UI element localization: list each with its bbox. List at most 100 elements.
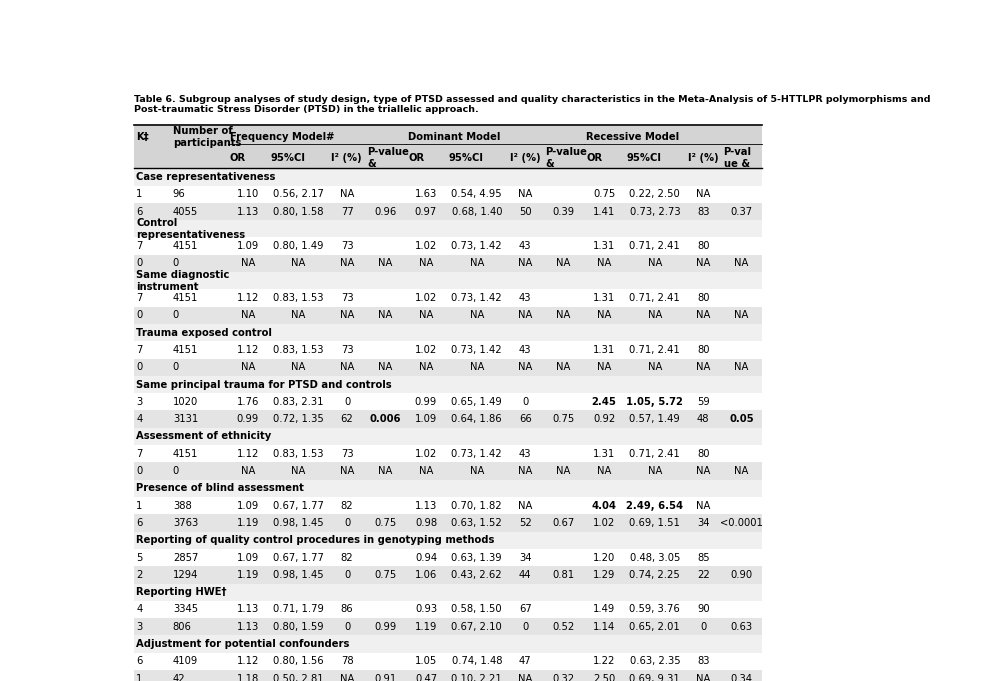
Bar <box>685 147 722 168</box>
Text: 3: 3 <box>136 397 142 407</box>
Text: P-value
&: P-value & <box>367 147 409 169</box>
Bar <box>228 147 268 168</box>
Text: 7: 7 <box>136 345 142 355</box>
Text: 50: 50 <box>519 206 531 217</box>
Text: 0.73, 1.42: 0.73, 1.42 <box>452 345 502 355</box>
Text: 0.65, 2.01: 0.65, 2.01 <box>630 622 680 632</box>
Text: 1.09: 1.09 <box>237 501 259 511</box>
Text: 0.71, 2.41: 0.71, 2.41 <box>630 345 680 355</box>
Text: 52: 52 <box>519 518 531 528</box>
Bar <box>134 445 762 462</box>
Text: 1.31: 1.31 <box>593 345 615 355</box>
Text: 1.41: 1.41 <box>593 206 615 217</box>
Text: Reporting of quality control procedures in genotyping methods: Reporting of quality control procedures … <box>136 535 495 545</box>
Bar <box>134 393 762 411</box>
Bar <box>268 147 329 168</box>
Text: NA: NA <box>378 466 392 476</box>
Text: NA: NA <box>597 311 611 320</box>
Text: 0: 0 <box>344 518 350 528</box>
Text: Control
representativeness: Control representativeness <box>136 218 245 240</box>
Text: NA: NA <box>597 466 611 476</box>
Text: 90: 90 <box>697 605 710 614</box>
Text: 0.50, 2.81: 0.50, 2.81 <box>273 674 324 681</box>
Text: 0.69, 1.51: 0.69, 1.51 <box>629 518 680 528</box>
Text: 83: 83 <box>698 656 710 667</box>
Text: 1.02: 1.02 <box>593 518 615 528</box>
Text: I² (%): I² (%) <box>332 153 362 163</box>
Bar <box>170 147 228 168</box>
Text: 0.81: 0.81 <box>552 570 575 580</box>
Bar <box>134 618 762 635</box>
Text: 44: 44 <box>519 570 531 580</box>
Text: 0.91: 0.91 <box>374 674 396 681</box>
Text: NA: NA <box>556 258 571 268</box>
Text: 1.05: 1.05 <box>415 656 437 667</box>
Text: NA: NA <box>518 466 532 476</box>
Text: 0.48, 3.05: 0.48, 3.05 <box>630 552 680 563</box>
Text: 1: 1 <box>136 501 142 511</box>
Text: 0.80, 1.59: 0.80, 1.59 <box>273 622 324 632</box>
Bar <box>134 220 762 238</box>
Text: 43: 43 <box>519 449 531 459</box>
Text: 0.80, 1.49: 0.80, 1.49 <box>273 241 324 251</box>
Text: 1.63: 1.63 <box>415 189 437 200</box>
Text: 0.70, 1.82: 0.70, 1.82 <box>452 501 502 511</box>
Text: 0: 0 <box>136 311 142 320</box>
Text: 0.75: 0.75 <box>552 414 575 424</box>
Text: I² (%): I² (%) <box>687 153 719 163</box>
Bar <box>134 514 762 532</box>
Bar <box>134 411 762 428</box>
Text: 1.02: 1.02 <box>415 345 437 355</box>
Bar <box>624 147 685 168</box>
Text: NA: NA <box>697 362 711 373</box>
Text: NA: NA <box>697 258 711 268</box>
Text: NA: NA <box>418 466 433 476</box>
Text: 80: 80 <box>698 345 710 355</box>
Text: 1.13: 1.13 <box>237 605 259 614</box>
Text: 0.05: 0.05 <box>729 414 754 424</box>
Bar <box>228 126 405 147</box>
Bar <box>134 462 762 479</box>
Text: 0.63: 0.63 <box>731 622 753 632</box>
Text: 62: 62 <box>341 414 354 424</box>
Text: 1.18: 1.18 <box>237 674 259 681</box>
Text: NA: NA <box>735 466 749 476</box>
Text: 1294: 1294 <box>173 570 199 580</box>
Text: 4: 4 <box>136 605 142 614</box>
Text: NA: NA <box>418 311 433 320</box>
Text: 3: 3 <box>136 622 142 632</box>
Bar <box>134 635 762 653</box>
Text: 0.68, 1.40: 0.68, 1.40 <box>452 206 502 217</box>
Text: 0.39: 0.39 <box>552 206 575 217</box>
Text: 388: 388 <box>173 501 192 511</box>
Bar <box>134 479 762 497</box>
Text: 73: 73 <box>341 241 354 251</box>
Text: NA: NA <box>735 362 749 373</box>
Bar <box>134 549 762 566</box>
Text: 34: 34 <box>698 518 710 528</box>
Bar <box>134 168 762 185</box>
Text: 4151: 4151 <box>173 293 199 303</box>
Text: NA: NA <box>291 362 305 373</box>
Text: NA: NA <box>340 466 354 476</box>
Text: 806: 806 <box>173 622 192 632</box>
Text: 0.96: 0.96 <box>374 206 396 217</box>
Bar <box>134 428 762 445</box>
Bar <box>170 126 228 147</box>
Text: 2.45: 2.45 <box>592 397 617 407</box>
Text: Trauma exposed control: Trauma exposed control <box>136 328 272 338</box>
Text: 78: 78 <box>341 656 354 667</box>
Text: 0.83, 1.53: 0.83, 1.53 <box>273 345 324 355</box>
Bar <box>405 147 447 168</box>
Text: 0.63, 1.39: 0.63, 1.39 <box>452 552 502 563</box>
Text: 1.19: 1.19 <box>237 518 259 528</box>
Text: 7: 7 <box>136 293 142 303</box>
Text: Number of
participants: Number of participants <box>173 126 241 148</box>
Text: 82: 82 <box>341 501 354 511</box>
Text: 0.73, 1.42: 0.73, 1.42 <box>452 449 502 459</box>
Text: Table 6. Subgroup analyses of study design, type of PTSD assessed and quality ch: Table 6. Subgroup analyses of study desi… <box>134 95 930 114</box>
Text: 2: 2 <box>136 570 142 580</box>
Text: NA: NA <box>648 466 662 476</box>
Text: 59: 59 <box>697 397 710 407</box>
Text: 86: 86 <box>341 605 354 614</box>
